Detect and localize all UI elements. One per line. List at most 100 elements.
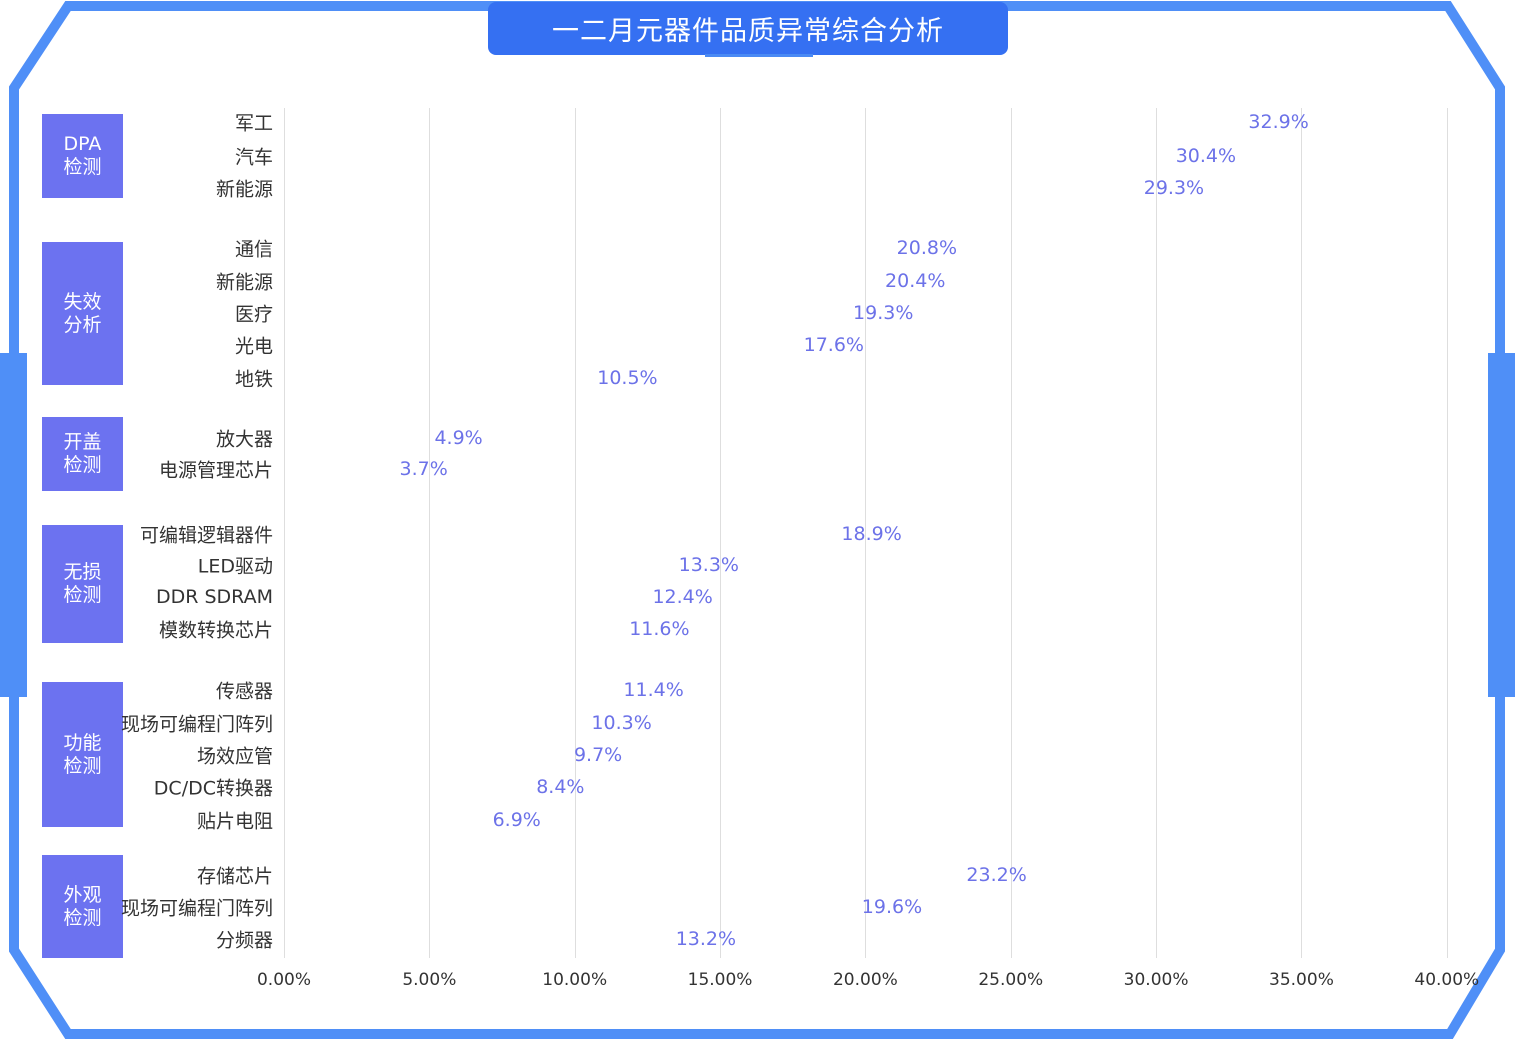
data-bar[interactable] [284, 900, 854, 914]
value-label: 32.9% [1248, 111, 1309, 133]
group-label-text: 功能 检测 [63, 732, 101, 778]
gridline [429, 108, 431, 958]
x-tick-label: 15.00% [687, 970, 753, 990]
category-label: 通信 [234, 238, 273, 261]
group-label-box: 无损 检测 [42, 525, 123, 643]
value-label: 30.4% [1175, 145, 1237, 167]
data-bar[interactable] [284, 748, 566, 762]
value-label: 12.4% [652, 586, 713, 608]
right-side-accent [1488, 353, 1515, 697]
y-axis-line [284, 108, 285, 958]
group-label-line1: DPA [63, 133, 102, 155]
x-tick-label: 35.00% [1269, 970, 1334, 990]
category-label: 存储芯片 [196, 865, 273, 888]
category-label: 放大器 [215, 428, 273, 451]
gridline [1301, 108, 1303, 958]
data-bar[interactable] [284, 558, 671, 572]
category-label: 贴片电阻 [196, 810, 273, 833]
group-label-line2: 分析 [63, 313, 102, 336]
category-label: DDR SDRAM [155, 586, 273, 608]
group-label-line2: 检测 [63, 156, 102, 178]
category-label: 分频器 [215, 929, 273, 952]
value-label: 6.9% [492, 809, 541, 831]
gridline [865, 108, 867, 958]
data-bar[interactable] [284, 181, 1136, 195]
group-label-box: 外观 检测 [42, 855, 123, 958]
value-label: 18.9% [841, 523, 902, 545]
data-bar[interactable] [284, 932, 668, 946]
category-label: 电源管理芯片 [158, 459, 273, 482]
data-bar[interactable] [284, 149, 1168, 163]
group-label-line2: 检测 [63, 454, 102, 476]
group-label-text: 开盖 检测 [63, 431, 101, 477]
value-label: 23.2% [966, 864, 1027, 886]
data-bar[interactable] [284, 115, 1240, 129]
x-tick-label: 5.00% [402, 970, 457, 990]
value-label: 20.4% [885, 270, 946, 292]
x-tick-label: 0.00% [256, 970, 312, 990]
gridline [720, 108, 722, 958]
value-label: 20.8% [896, 237, 957, 259]
chart-title: 一二月元器件品质异常综合分析 [488, 2, 1008, 55]
value-label: 3.7% [399, 458, 448, 480]
value-label: 17.6% [803, 334, 864, 356]
category-label: 现场可编程门阵列 [120, 713, 273, 736]
value-label: 13.3% [678, 554, 739, 576]
category-label: DC/DC转换器 [153, 777, 273, 800]
data-bar[interactable] [284, 868, 958, 882]
category-label: 传感器 [215, 680, 273, 703]
group-label-text: DPA 检测 [63, 133, 101, 179]
data-bar[interactable] [284, 683, 615, 697]
value-label: 19.3% [853, 302, 914, 324]
category-label: 汽车 [234, 146, 273, 169]
gridline [574, 108, 576, 958]
group-label-box: DPA 检测 [42, 114, 123, 198]
data-bar[interactable] [284, 274, 877, 288]
category-label: 可编辑逻辑器件 [139, 524, 273, 547]
data-bar[interactable] [284, 780, 528, 794]
group-label-line1: 功能 [63, 731, 102, 754]
data-bar[interactable] [284, 306, 845, 320]
group-label-line2: 检测 [63, 906, 102, 929]
group-label-text: 外观 检测 [63, 884, 101, 930]
data-bar[interactable] [284, 622, 621, 636]
group-label-line1: 无损 [63, 561, 102, 583]
category-label: 新能源 [215, 271, 273, 294]
category-label: 现场可编程门阵列 [120, 897, 273, 920]
value-label: 29.3% [1143, 177, 1205, 199]
group-label-line2: 检测 [63, 584, 102, 606]
value-label: 13.2% [675, 928, 737, 950]
data-bar[interactable] [284, 527, 833, 541]
category-label: 医疗 [234, 303, 273, 326]
group-label-line2: 检测 [63, 754, 102, 777]
value-label: 19.6% [861, 896, 923, 918]
data-bar[interactable] [284, 813, 485, 827]
category-label: 地铁 [234, 368, 273, 391]
value-label: 8.4% [536, 776, 585, 798]
data-bar[interactable] [284, 431, 426, 445]
x-tick-label: 30.00% [1123, 970, 1189, 990]
value-label: 10.5% [597, 367, 658, 389]
group-label-line1: 开盖 [63, 431, 102, 453]
category-label: 军工 [234, 112, 273, 135]
x-tick-label: 20.00% [832, 970, 898, 990]
value-label: 9.7% [573, 744, 623, 766]
category-label: 场效应管 [196, 745, 273, 768]
group-label-box: 功能 检测 [42, 682, 123, 827]
data-bar[interactable] [284, 590, 644, 604]
gridline [1010, 108, 1012, 958]
category-label: LED驱动 [197, 555, 273, 578]
data-bar[interactable] [284, 241, 889, 255]
data-bar[interactable] [284, 462, 392, 476]
title-underline [705, 54, 813, 57]
data-bar[interactable] [284, 716, 583, 730]
value-label: 11.4% [623, 679, 684, 701]
data-bar[interactable] [284, 338, 796, 352]
left-side-accent [0, 353, 27, 697]
category-label: 模数转换芯片 [158, 619, 273, 642]
value-label: 10.3% [591, 712, 652, 734]
data-bar[interactable] [284, 371, 589, 385]
category-label: 新能源 [215, 178, 273, 201]
group-label-box: 开盖 检测 [42, 417, 123, 491]
group-label-text: 失效 分析 [63, 291, 101, 337]
